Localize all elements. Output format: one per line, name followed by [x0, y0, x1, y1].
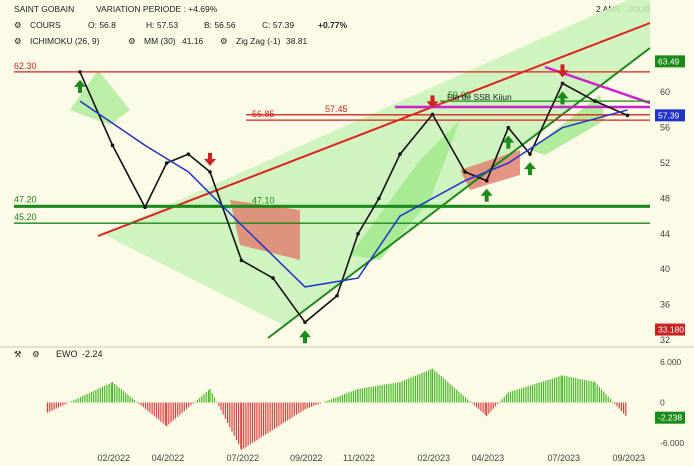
- open-value: O: 56.8: [88, 20, 116, 30]
- kumo-cloud: [530, 95, 605, 155]
- y-tick-label: 40: [660, 264, 670, 274]
- triangle-zone: [103, 0, 650, 326]
- zigzag-label: Zig Zag (-1): [236, 36, 281, 46]
- price-badge-label: 57.39: [658, 110, 680, 120]
- axes: 32 36 40 44 48 52 56 60 63.49 57.39 33.180 02/2022 0…: [98, 55, 685, 463]
- arrow-up-icon: [480, 188, 493, 202]
- ewo-badge-label: -2.238: [658, 413, 682, 423]
- y-tick-label: 44: [660, 229, 670, 239]
- x-tick-label: 04/2022: [152, 453, 185, 463]
- mm-label: MM (30): [144, 36, 176, 46]
- price-point: [208, 170, 212, 174]
- level-label: 47.10: [252, 195, 275, 205]
- x-tick-label: 09/2023: [613, 453, 646, 463]
- price-point: [335, 293, 339, 298]
- price-point: [528, 152, 532, 156]
- price-badge-label: 63.49: [658, 56, 680, 66]
- price-point: [78, 70, 82, 74]
- change-value: +0.77%: [318, 20, 348, 30]
- price-panel: 62.30 57.45 56.85 59.00 47.20 47.10 45.20: [14, 61, 650, 344]
- x-tick-label: 02/2023: [418, 453, 451, 463]
- low-value: B: 56.56: [204, 20, 236, 30]
- arrow-up-icon: [502, 135, 515, 149]
- trend-line-red: [97, 22, 651, 237]
- arrow-down-icon: [426, 95, 439, 109]
- zigzag-value: 38.81: [286, 36, 308, 46]
- y-tick-label: 52: [660, 158, 670, 168]
- y-tick-label: 48: [660, 193, 670, 203]
- price-point: [271, 276, 275, 280]
- level-label: 45.20: [14, 212, 37, 222]
- x-tick-label: 02/2022: [98, 453, 131, 463]
- price-point: [593, 99, 597, 103]
- price-point: [110, 143, 115, 148]
- y-tick-label: 60: [660, 87, 670, 97]
- level-label: 59.00: [448, 90, 471, 100]
- kumo-cloud: [70, 70, 130, 125]
- moving-average-line: [79, 100, 628, 288]
- y-tick-label: 56: [660, 123, 670, 133]
- ewo-panel: EWO -2.24 -6.000 0 6.000 -2.238: [46, 349, 685, 450]
- price-point: [430, 112, 435, 117]
- price-point: [186, 152, 191, 156]
- ichimoku-label: ICHIMOKU (26, 9): [30, 36, 100, 46]
- price-point: [625, 113, 630, 118]
- arrow-down-icon: [556, 64, 569, 78]
- gear-icon[interactable]: ⚙: [220, 36, 228, 46]
- annotation-text: Pla de SSB Kijun: [447, 92, 512, 102]
- chart-title: SAINT GOBAIN: [14, 4, 74, 14]
- price-point: [377, 196, 381, 201]
- price-point: [398, 152, 402, 156]
- x-tick-label: 04/2023: [472, 453, 505, 463]
- x-tick-label: 11/2022: [343, 453, 375, 463]
- level-label: 47.20: [14, 195, 37, 205]
- ewo-y-tick: 0: [660, 398, 665, 408]
- ewo-title: EWO: [56, 349, 78, 359]
- kumo-cloud: [350, 120, 460, 260]
- x-tick-label: 07/2023: [548, 453, 581, 463]
- high-value: H: 57.53: [146, 20, 178, 30]
- gear-icon[interactable]: ⚙: [14, 20, 22, 30]
- arrow-down-icon: [204, 152, 216, 166]
- arrow-up-icon: [74, 79, 86, 93]
- price-point: [463, 170, 467, 174]
- price-point: [303, 320, 307, 325]
- price-badge: [655, 109, 685, 122]
- cours-label: COURS: [30, 20, 61, 30]
- arrow-up-icon: [524, 162, 536, 176]
- toolbar-icon[interactable]: ⚒: [14, 349, 22, 359]
- ewo-y-tick: 6.000: [660, 357, 682, 367]
- price-badge: [655, 55, 685, 68]
- price-point: [356, 232, 360, 236]
- arrow-up-icon: [556, 91, 569, 105]
- variation-label: VARIATION PERIODE : +4.69%: [96, 4, 218, 14]
- price-point: [164, 161, 169, 165]
- gear-icon[interactable]: ⚙: [128, 36, 136, 46]
- price-point: [239, 258, 244, 263]
- price-point: [560, 81, 565, 86]
- y-tick-label: 36: [660, 300, 670, 310]
- mm-value: 41.16: [182, 36, 204, 46]
- price-badge: [655, 323, 685, 336]
- y-tick-label: 32: [660, 335, 670, 345]
- x-tick-label: 09/2022: [290, 453, 323, 463]
- gear-icon[interactable]: ⚙: [32, 349, 40, 359]
- price-point: [506, 125, 511, 130]
- level-label: 56.85: [252, 109, 275, 119]
- level-label: 57.45: [325, 104, 348, 114]
- level-label: 62.30: [14, 61, 37, 71]
- arrow-up-icon: [299, 330, 311, 344]
- ewo-badge: [655, 411, 685, 424]
- gear-icon[interactable]: ⚙: [14, 36, 22, 46]
- x-tick-label: 07/2022: [227, 453, 260, 463]
- price-point: [484, 178, 489, 183]
- price-badge-label: 33.180: [658, 325, 684, 335]
- ewo-y-tick: -6.000: [660, 438, 684, 448]
- price-point: [143, 205, 147, 210]
- ewo-value: -2.24: [82, 349, 103, 359]
- kumo-cloud: [230, 200, 300, 260]
- close-value: C: 57.39: [262, 20, 294, 30]
